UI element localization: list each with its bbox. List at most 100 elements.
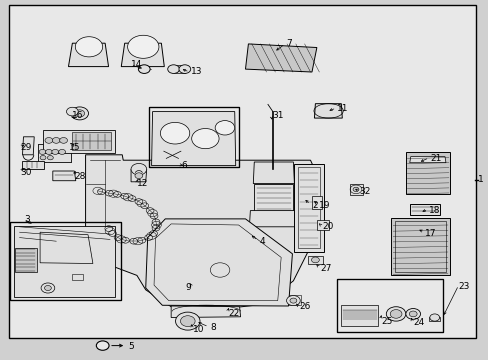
Circle shape [289, 298, 296, 303]
Text: 10: 10 [193, 325, 204, 334]
Circle shape [311, 257, 319, 263]
Polygon shape [390, 218, 449, 275]
Text: 32: 32 [359, 187, 370, 196]
Circle shape [96, 341, 109, 350]
Polygon shape [131, 169, 146, 182]
Text: 2: 2 [311, 201, 317, 210]
Polygon shape [85, 155, 316, 310]
Circle shape [60, 138, 67, 143]
Polygon shape [22, 161, 44, 169]
Polygon shape [314, 104, 342, 118]
Circle shape [160, 122, 189, 144]
Text: 20: 20 [322, 222, 333, 231]
Circle shape [215, 121, 234, 135]
Circle shape [52, 138, 60, 143]
Circle shape [40, 156, 46, 160]
Bar [38, 144, 71, 162]
Bar [287, 295, 301, 305]
Polygon shape [151, 112, 235, 166]
Text: 21: 21 [429, 154, 441, 163]
Circle shape [39, 149, 46, 154]
Circle shape [386, 307, 405, 321]
Circle shape [408, 311, 416, 317]
Polygon shape [253, 162, 294, 184]
Bar [72, 132, 111, 150]
Polygon shape [409, 157, 445, 163]
Circle shape [71, 107, 88, 120]
Polygon shape [53, 171, 76, 181]
Circle shape [429, 314, 439, 321]
Polygon shape [405, 152, 449, 194]
Text: 15: 15 [68, 143, 80, 152]
Circle shape [138, 65, 150, 73]
Text: 28: 28 [74, 172, 85, 181]
Circle shape [52, 149, 59, 154]
Bar [10, 222, 121, 300]
Polygon shape [68, 43, 108, 67]
Text: 5: 5 [128, 342, 134, 351]
Text: 27: 27 [320, 264, 331, 273]
Text: 16: 16 [72, 111, 84, 120]
Text: 29: 29 [20, 143, 32, 152]
Text: 8: 8 [210, 323, 216, 332]
Polygon shape [409, 204, 439, 215]
Text: 14: 14 [131, 60, 142, 69]
Circle shape [131, 163, 146, 175]
Polygon shape [311, 196, 321, 209]
Circle shape [66, 107, 78, 116]
Text: 22: 22 [228, 309, 239, 318]
Circle shape [167, 65, 179, 73]
Text: 3: 3 [24, 215, 30, 224]
Polygon shape [428, 317, 439, 321]
Circle shape [389, 310, 401, 318]
Text: 13: 13 [190, 68, 202, 77]
Text: 1: 1 [477, 175, 483, 184]
Polygon shape [294, 164, 323, 252]
Circle shape [75, 110, 84, 117]
Text: 12: 12 [137, 179, 148, 188]
Text: 31: 31 [272, 111, 284, 120]
Polygon shape [249, 211, 298, 227]
Circle shape [352, 187, 358, 192]
Text: 30: 30 [20, 168, 32, 177]
Bar [307, 256, 322, 264]
Text: 19: 19 [318, 201, 330, 210]
Circle shape [286, 296, 300, 306]
Circle shape [45, 138, 53, 143]
Polygon shape [254, 184, 293, 212]
Text: 23: 23 [458, 282, 469, 291]
Polygon shape [43, 130, 115, 153]
Text: 7: 7 [285, 39, 291, 48]
Bar [341, 305, 377, 326]
Circle shape [59, 149, 65, 154]
Bar [149, 107, 238, 167]
Bar [337, 279, 442, 332]
Bar [337, 279, 442, 332]
Bar [173, 65, 184, 73]
Circle shape [175, 312, 200, 330]
Circle shape [44, 285, 51, 291]
Text: 26: 26 [299, 302, 310, 311]
Circle shape [191, 129, 219, 149]
Polygon shape [38, 144, 71, 162]
Circle shape [135, 173, 142, 179]
Text: 18: 18 [428, 206, 440, 215]
Polygon shape [316, 220, 328, 230]
Polygon shape [121, 43, 164, 67]
Bar [72, 274, 83, 280]
Polygon shape [22, 137, 34, 155]
Bar [10, 222, 121, 300]
Polygon shape [15, 248, 37, 272]
Text: 25: 25 [381, 317, 392, 325]
Polygon shape [14, 226, 115, 297]
Circle shape [127, 35, 159, 58]
Circle shape [179, 65, 190, 73]
Circle shape [47, 156, 53, 160]
Text: 9: 9 [185, 284, 191, 292]
Polygon shape [245, 44, 316, 72]
Text: 24: 24 [412, 318, 424, 327]
Text: 4: 4 [259, 237, 264, 246]
Text: 17: 17 [425, 230, 436, 239]
Circle shape [75, 37, 102, 57]
Polygon shape [171, 306, 240, 318]
